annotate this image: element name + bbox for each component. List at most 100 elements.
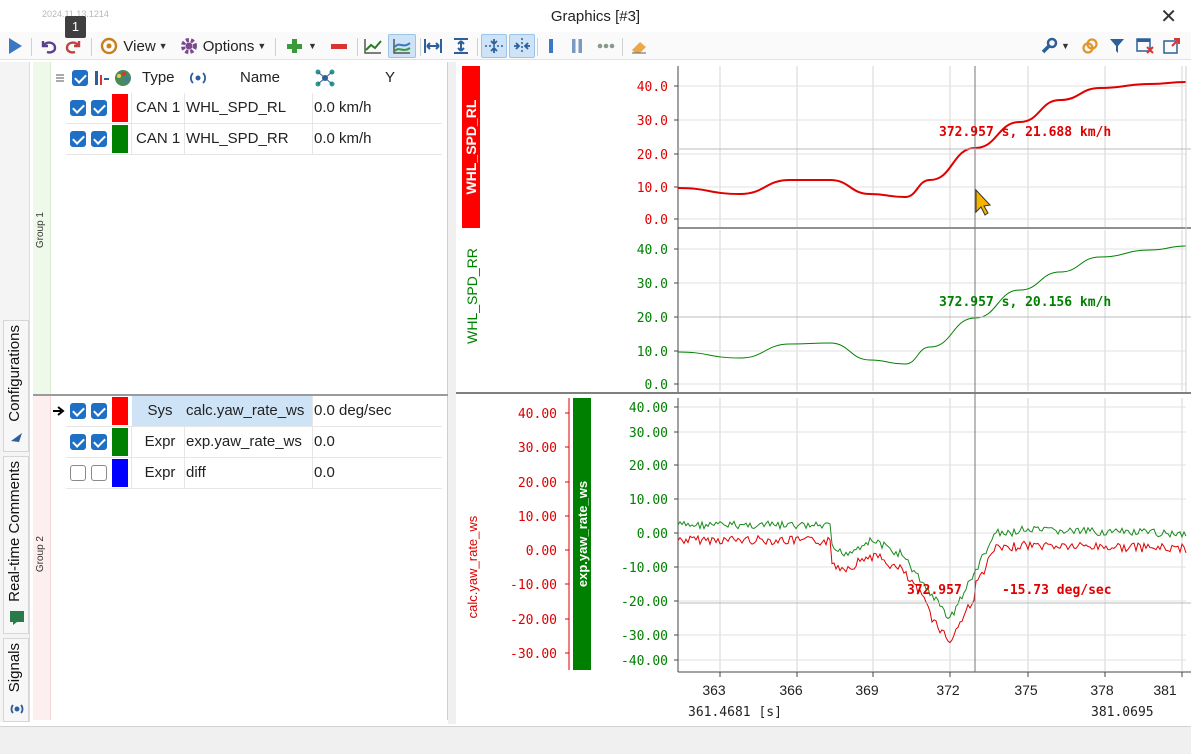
table-row[interactable]: Expr exp.yaw_rate_ws 0.0 [66, 427, 442, 458]
popout-button[interactable] [1160, 34, 1184, 58]
column-divider [184, 93, 185, 123]
x-tick-label: 381 [1153, 682, 1177, 698]
signal-icon [10, 704, 24, 714]
row-checkbox[interactable] [70, 434, 86, 450]
filter-button[interactable] [1105, 34, 1129, 58]
x-range-end: 381.0695 [1091, 705, 1154, 720]
options-menu-button[interactable]: Options ▼ [177, 34, 269, 58]
group-divider[interactable] [33, 394, 448, 396]
y-tick-label: 0.00 [637, 527, 668, 542]
clear-filter-button[interactable] [1133, 34, 1157, 58]
row-visibility-checkbox[interactable] [91, 434, 107, 450]
horizontal-cursor-button[interactable] [481, 34, 507, 58]
y-tick-label: 10.00 [629, 493, 668, 508]
waveform-whl-spd-rl[interactable] [677, 81, 1187, 199]
group-2-signal-table: Sys calc.yaw_rate_ws 0.0 deg/sec Expr ex… [52, 396, 448, 720]
signal-value: 0.0 km/h [314, 99, 372, 116]
row-visibility-checkbox[interactable] [91, 465, 107, 481]
row-checkbox[interactable] [70, 100, 86, 116]
row-checkbox[interactable] [70, 465, 86, 481]
table-row[interactable]: Expr diff 0.0 [66, 458, 442, 489]
toolbar: View ▼ Options ▼ ▼ [0, 32, 1191, 60]
undo-button[interactable] [36, 34, 60, 58]
tools-menu-button[interactable]: ▼ [1038, 34, 1072, 58]
color-swatch[interactable] [112, 397, 128, 425]
signal-label-bar-exp[interactable] [573, 398, 591, 670]
row-visibility-checkbox[interactable] [91, 131, 107, 147]
table-row[interactable]: CAN 1 WHL_SPD_RL 0.0 km/h [66, 93, 442, 124]
double-cursor-button[interactable] [566, 34, 588, 58]
panel3-green-signal-label: exp.yaw_rate_ws [575, 481, 590, 587]
panel3-cursor-time: 372.957 [907, 583, 962, 598]
panel-splitter[interactable] [448, 62, 456, 724]
panel2-cursor-readout: 372.957 s, 20.156 km/h [939, 295, 1111, 310]
color-swatch[interactable] [112, 125, 128, 153]
column-divider [131, 124, 132, 154]
redo-icon [65, 41, 81, 54]
plot-canvas[interactable]: WHL_SPD_RL WHL_SPD_RR calc.yaw_rate_ws 4… [456, 62, 1191, 726]
double-cursor-icon [572, 39, 582, 53]
select-all-checkbox[interactable] [72, 70, 88, 86]
chevron-down-icon: ▼ [158, 41, 168, 51]
play-button[interactable] [3, 34, 27, 58]
row-checkbox[interactable] [70, 131, 86, 147]
add-signal-button[interactable]: ▼ [281, 34, 321, 58]
column-divider [312, 427, 313, 457]
remove-signal-button[interactable] [326, 34, 352, 58]
column-header-name[interactable]: Name [240, 69, 281, 86]
waveform-calc-yaw-rate[interactable] [677, 534, 1187, 644]
column-divider [184, 124, 185, 154]
toolbar-separator [357, 38, 358, 56]
group-2-strip[interactable]: Group 2 [33, 396, 51, 720]
line-chart-button[interactable] [360, 34, 386, 58]
group-1-label: Group 1 [35, 212, 46, 249]
multi-line-chart-button[interactable] [388, 34, 416, 58]
signal-label-bar-rl[interactable] [462, 66, 480, 228]
tab-configurations[interactable]: Configurations [3, 320, 29, 452]
vertical-cursor-icon [514, 38, 530, 54]
view-menu-button[interactable]: View ▼ [98, 34, 170, 58]
waveform-exp-yaw-rate[interactable] [677, 519, 1187, 620]
waveform-whl-spd-rr[interactable] [677, 245, 1187, 365]
group-1-strip[interactable]: Group 1 [33, 62, 51, 394]
color-swatch[interactable] [112, 459, 128, 487]
table-row[interactable]: Sys calc.yaw_rate_ws 0.0 deg/sec [66, 396, 442, 427]
row-visibility-checkbox[interactable] [91, 100, 107, 116]
plot-grid [678, 66, 1186, 671]
toolbar-separator [420, 38, 421, 56]
y-tick-label: -40.00 [621, 654, 668, 669]
row-selection-highlight [132, 396, 312, 426]
fit-vertical-button[interactable] [449, 34, 473, 58]
single-cursor-button[interactable] [540, 34, 562, 58]
tab-real-time-comments[interactable]: Real-time Comments [3, 456, 29, 634]
panel1-cursor-readout: 372.957 s, 21.688 km/h [939, 125, 1111, 140]
table-row[interactable]: CAN 1 WHL_SPD_RR 0.0 km/h [66, 124, 442, 155]
fit-vertical-icon [454, 38, 468, 54]
gear-icon [180, 38, 197, 54]
y-tick-label-red: -10.00 [510, 578, 557, 593]
color-swatch[interactable] [112, 94, 128, 122]
close-icon[interactable]: ✕ [1160, 6, 1177, 28]
color-swatch[interactable] [112, 428, 128, 456]
column-header-y[interactable]: Y [385, 69, 396, 86]
fit-horizontal-button[interactable] [421, 34, 445, 58]
undo-icon [41, 41, 57, 54]
row-checkbox[interactable] [70, 403, 86, 419]
y-tick-label-red: 0.00 [526, 544, 557, 559]
x-tick-label: 378 [1090, 682, 1114, 698]
column-header-type[interactable]: Type [142, 69, 175, 86]
column-chooser-icon[interactable] [56, 74, 64, 84]
tab-signals-label: Signals [6, 643, 23, 693]
toolbar-separator [275, 38, 276, 56]
eraser-button[interactable] [626, 34, 652, 58]
view-label: View [123, 37, 156, 55]
link-button[interactable] [1078, 34, 1102, 58]
more-button[interactable] [593, 34, 619, 58]
graphics-plot-area[interactable]: WHL_SPD_RL WHL_SPD_RR calc.yaw_rate_ws 4… [456, 62, 1191, 726]
redo-button[interactable] [62, 34, 86, 58]
row-visibility-checkbox[interactable] [91, 403, 107, 419]
tab-signals[interactable]: Signals [3, 638, 29, 722]
y-tick-label: -20.00 [621, 595, 668, 610]
vertical-cursor-button[interactable] [509, 34, 535, 58]
signal-value: 0.0 [314, 464, 335, 481]
